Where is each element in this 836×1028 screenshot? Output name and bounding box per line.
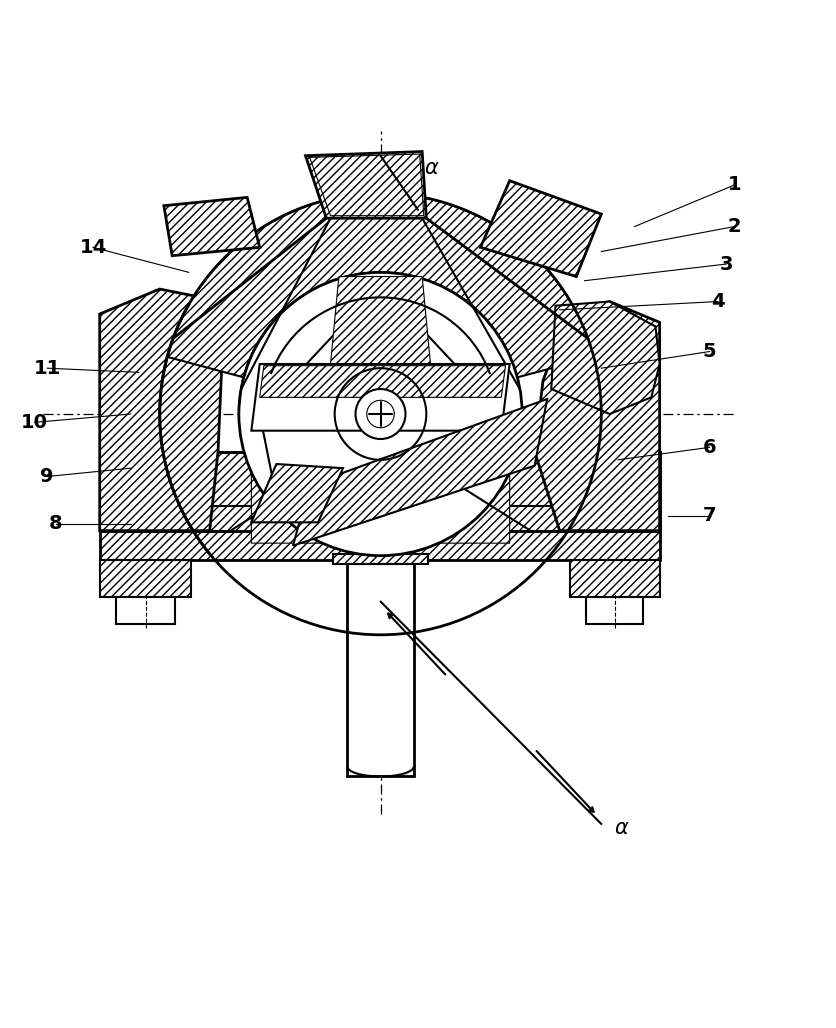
- Polygon shape: [252, 414, 389, 543]
- Circle shape: [239, 272, 522, 556]
- Polygon shape: [116, 597, 175, 624]
- Polygon shape: [99, 560, 191, 597]
- Polygon shape: [535, 301, 660, 530]
- Polygon shape: [305, 151, 426, 218]
- Text: $\alpha$: $\alpha$: [424, 158, 439, 178]
- Text: 9: 9: [40, 467, 54, 486]
- Polygon shape: [551, 301, 660, 414]
- Text: 5: 5: [703, 342, 716, 361]
- Polygon shape: [164, 197, 260, 256]
- Text: 11: 11: [33, 359, 61, 377]
- Text: 14: 14: [79, 237, 107, 257]
- Polygon shape: [260, 366, 506, 398]
- Text: 8: 8: [48, 514, 63, 534]
- Polygon shape: [314, 481, 447, 530]
- Polygon shape: [252, 464, 343, 522]
- Circle shape: [355, 389, 405, 439]
- Text: 7: 7: [703, 506, 716, 525]
- Polygon shape: [330, 277, 431, 364]
- Polygon shape: [569, 560, 660, 597]
- Polygon shape: [586, 597, 643, 624]
- Text: 1: 1: [728, 176, 742, 194]
- Polygon shape: [99, 289, 222, 530]
- Polygon shape: [99, 451, 660, 530]
- Polygon shape: [293, 399, 547, 546]
- Text: 6: 6: [703, 438, 716, 456]
- Polygon shape: [99, 530, 660, 560]
- Polygon shape: [481, 181, 601, 277]
- Text: 3: 3: [720, 255, 733, 273]
- Text: 2: 2: [728, 217, 742, 236]
- Text: 4: 4: [711, 292, 725, 311]
- Text: $\alpha$: $\alpha$: [614, 818, 630, 838]
- Polygon shape: [252, 364, 510, 431]
- Text: 10: 10: [21, 413, 48, 432]
- Polygon shape: [389, 414, 510, 543]
- Polygon shape: [167, 193, 594, 377]
- Polygon shape: [260, 285, 502, 477]
- Polygon shape: [333, 554, 428, 564]
- Polygon shape: [347, 530, 414, 776]
